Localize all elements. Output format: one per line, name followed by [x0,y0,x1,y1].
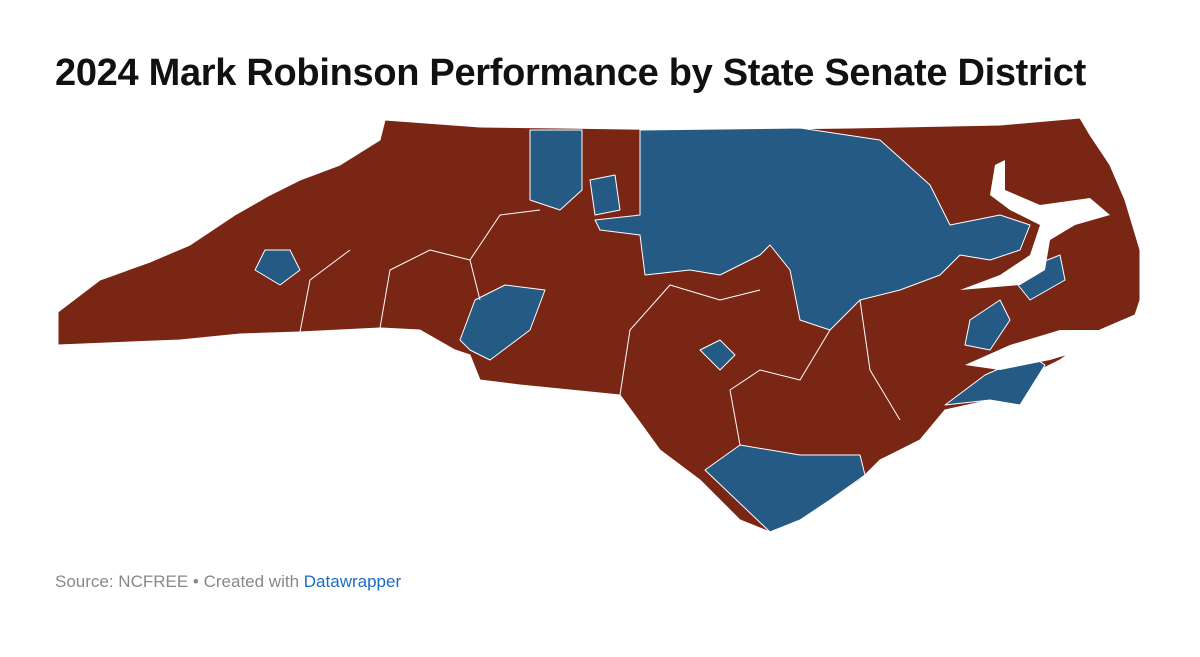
district-blue [459,284,546,361]
district-blue [704,444,866,533]
district-blue [594,127,1031,331]
title: 2024 Mark Robinson Performance by State … [55,52,1086,94]
district-blue [589,174,621,216]
district-blue [699,339,736,371]
district-border [299,209,901,446]
credit-link[interactable]: Datawrapper [303,572,402,591]
district-blue [944,354,1046,406]
footer: Source: NCFREE • Created with Datawrappe… [55,572,401,592]
district-blue [254,249,301,286]
district-blue [529,129,583,211]
sound-water [965,320,1130,370]
district-blue [964,299,1011,351]
source: Source: NCFREE • Created with [55,572,300,591]
sound-water [960,160,1110,290]
